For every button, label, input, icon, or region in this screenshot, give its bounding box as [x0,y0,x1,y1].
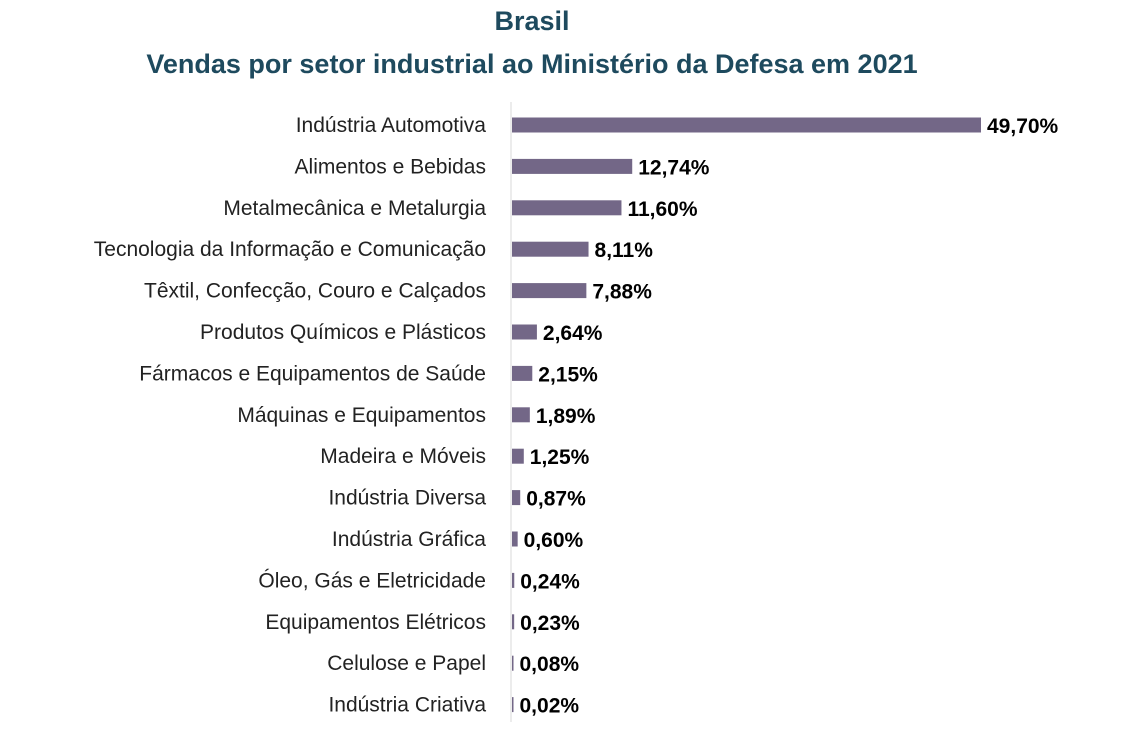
data-label: 49,70% [987,115,1059,138]
category-label: Celulose e Papel [327,652,486,675]
category-label: Madeira e Móveis [320,445,486,468]
category-label: Indústria Criativa [328,694,486,717]
data-label: 0,60% [524,529,584,552]
category-label: Equipamentos Elétricos [265,611,486,634]
data-label: 1,25% [530,446,590,469]
chart-subtitle: Vendas por setor industrial ao Ministéri… [146,49,918,79]
bar [512,531,518,547]
bar [512,241,589,257]
bar [512,490,521,506]
bar [512,697,514,713]
bar [512,283,587,299]
category-label: Têxtil, Confecção, Couro e Calçados [144,280,486,303]
bar [512,655,514,671]
data-label: 2,15% [538,363,598,386]
category-label: Fármacos e Equipamentos de Saúde [139,362,486,385]
chart-title: Brasil [494,6,570,36]
bar [512,324,537,340]
data-label: 0,87% [526,488,586,511]
bar [512,614,515,630]
category-label: Tecnologia da Informação e Comunicação [94,238,486,261]
data-label: 12,74% [638,156,710,179]
bar [512,158,633,174]
category-label: Metalmecânica e Metalurgia [223,197,486,220]
category-label: Produtos Químicos e Plásticos [200,321,486,344]
category-label: Óleo, Gás e Eletricidade [258,569,486,592]
bar [512,200,622,216]
category-label: Indústria Automotiva [296,114,487,137]
data-label: 0,23% [520,612,580,635]
data-label: 8,11% [595,239,654,262]
data-label: 2,64% [543,322,603,345]
bar [512,448,524,464]
bar [512,407,530,423]
bar [512,572,515,588]
data-label: 0,08% [520,653,580,676]
category-label: Máquinas e Equipamentos [237,404,486,427]
data-label: 7,88% [592,281,652,304]
data-label: 0,24% [520,570,580,593]
bar [512,365,533,381]
category-label: Indústria Diversa [328,487,486,510]
category-label: Indústria Gráfica [332,528,486,551]
data-label: 11,60% [627,198,697,221]
data-label: 0,02% [520,695,580,718]
data-label: 1,89% [536,405,596,428]
category-label: Alimentos e Bebidas [295,155,486,178]
bar [512,117,981,133]
